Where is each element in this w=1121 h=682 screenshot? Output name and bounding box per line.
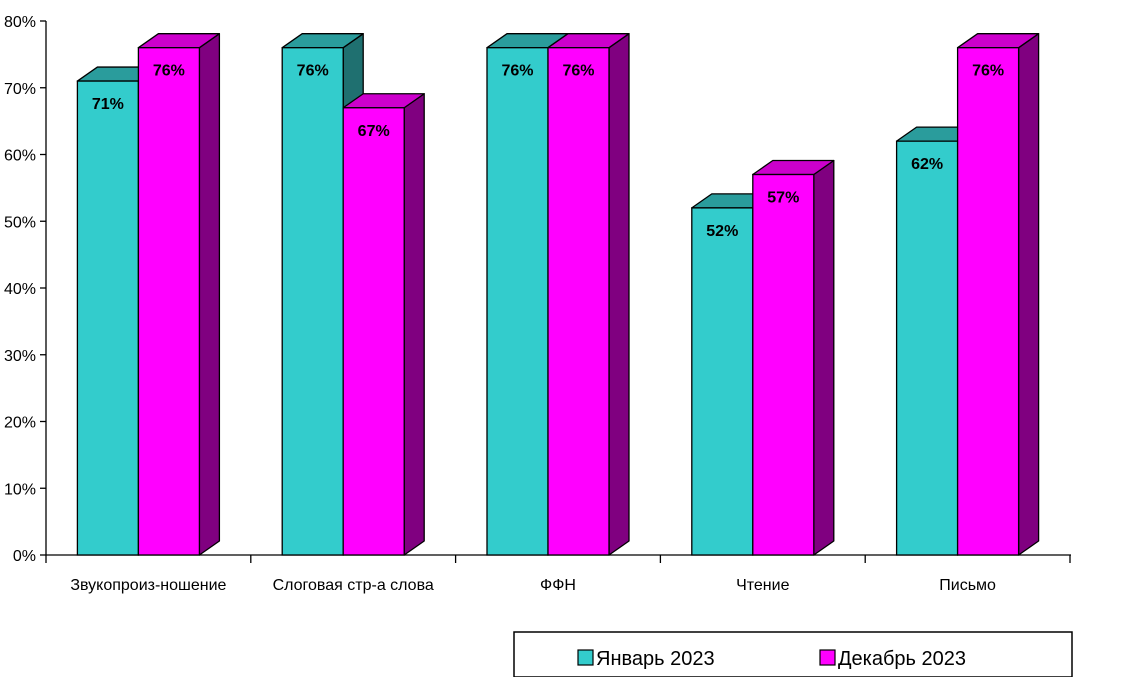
bar-front-face [547,47,610,556]
data-label: 76% [972,63,1004,80]
bar-front-face [956,47,1020,556]
y-tick-label: 50% [4,214,36,231]
y-tick-label: 30% [4,348,36,365]
data-label: 76% [501,63,533,80]
bar-december [956,33,1040,556]
legend-label: Декабрь 2023 [838,648,966,670]
bar-side-face [608,33,630,556]
legend-box [513,631,1073,678]
y-tick-label: 60% [4,148,36,165]
bar-december [547,33,630,556]
data-label: 76% [297,63,329,80]
y-tick-label: 10% [4,481,36,498]
data-label: 62% [911,156,943,173]
y-tick-label: 40% [4,281,36,298]
bar-front-face [76,80,140,556]
bar-side-face [1017,33,1040,556]
legend-swatch [577,649,594,666]
bar-front-face [895,140,959,556]
bar-december [137,33,221,556]
bars [76,33,1040,556]
category-label: ФФН [540,577,576,594]
bar-december [752,159,835,556]
data-label: 52% [706,223,738,240]
category-label: Звукопроиз-ношение [70,577,226,594]
y-tick-label: 80% [4,14,36,31]
bar-side-face [198,33,221,556]
bar-front-face [752,173,815,556]
bar-front-face [137,47,201,556]
y-tick-label: 20% [4,415,36,432]
data-labels: 71% 76% 76% 67% 76% 76% 52% 57% 62% 76% [92,63,1004,240]
y-tick-label: 0% [13,548,36,565]
y-tick-label: 70% [4,81,36,98]
legend: Январь 2023 Декабрь 2023 [513,631,1073,678]
bar-side-face [403,93,425,556]
category-label: Слоговая стр-а слова [273,577,434,594]
bar-december [342,93,425,556]
legend-label: Январь 2023 [596,648,715,670]
bar-front-face [342,107,405,556]
bar-front-face [691,207,754,556]
legend-swatch [819,649,836,666]
data-label: 71% [92,96,124,113]
bar-side-face [813,159,835,556]
category-label: Письмо [939,577,996,594]
axes: 0% 10% 20% 30% 40% 50% 60% 70% 80% Звукопроиз-нош… [4,14,1071,594]
data-label: 76% [562,63,594,80]
bar-front-face [281,47,344,556]
category-label: Чтение [736,577,789,594]
data-label: 57% [767,190,799,207]
data-label: 76% [153,63,185,80]
bar-front-face [486,47,549,556]
data-label: 67% [358,123,390,140]
